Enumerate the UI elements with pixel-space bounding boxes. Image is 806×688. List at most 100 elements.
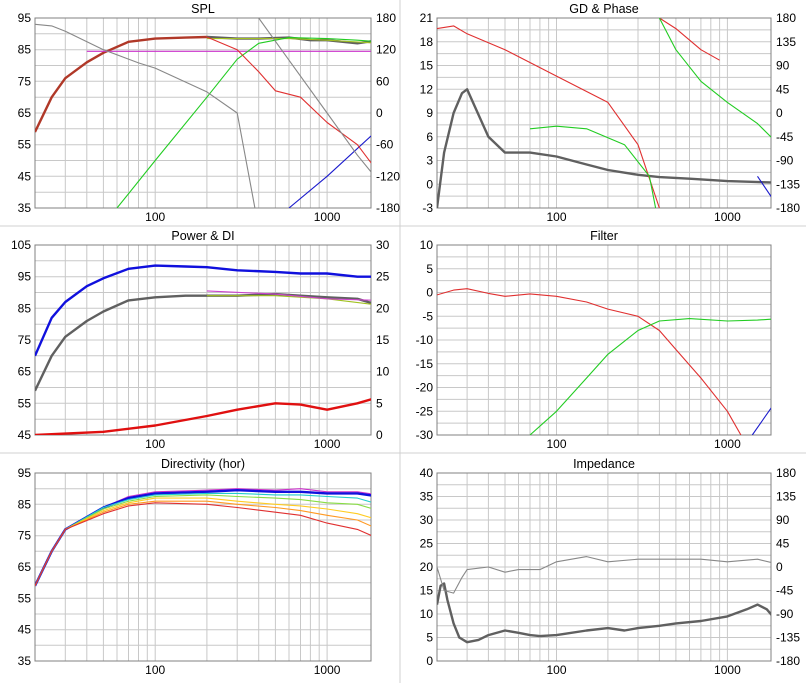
series-line-2 bbox=[35, 492, 371, 587]
y-tick-label-left: -25 bbox=[416, 404, 434, 418]
y-tick-label-left: -15 bbox=[416, 357, 434, 371]
series-line-0 bbox=[437, 288, 742, 435]
chart-power-di: Power & DI105958575655545302520151050100… bbox=[11, 229, 390, 451]
series-group bbox=[437, 288, 771, 435]
y-tick-label-right: -180 bbox=[776, 654, 800, 668]
series-line-1 bbox=[437, 25, 660, 208]
series-line-0 bbox=[35, 264, 371, 357]
series-line-6 bbox=[35, 502, 371, 587]
y-tick-label-right: 180 bbox=[776, 11, 796, 25]
y-tick-label-right: -180 bbox=[776, 201, 800, 215]
y-tick-label-left: 40 bbox=[420, 466, 434, 480]
y-tick-label-right: -180 bbox=[376, 201, 400, 215]
plot-frame bbox=[436, 244, 772, 436]
y-tick-label-left: 18 bbox=[420, 35, 434, 49]
series-line-5 bbox=[801, 18, 806, 129]
y-tick-label-left: 45 bbox=[18, 623, 32, 637]
plot-frame bbox=[34, 244, 372, 436]
x-tick-label: 1000 bbox=[714, 210, 741, 224]
series-group bbox=[437, 18, 806, 208]
y-tick-label-right: 180 bbox=[376, 11, 396, 25]
series-line-6 bbox=[206, 36, 371, 164]
y-tick-label-right: -45 bbox=[776, 584, 794, 598]
y-tick-label-left: 35 bbox=[420, 490, 434, 504]
y-tick-label-right: 10 bbox=[376, 365, 390, 379]
y-tick-label-left: 75 bbox=[18, 74, 32, 88]
chart-title: Directivity (hor) bbox=[161, 457, 245, 471]
y-tick-label-left: -3 bbox=[422, 201, 433, 215]
y-tick-label-right: -90 bbox=[776, 154, 794, 168]
x-tick-label: 1000 bbox=[314, 663, 341, 677]
x-tick-label: 1000 bbox=[314, 437, 341, 451]
y-tick-label-left: 65 bbox=[18, 106, 32, 120]
chart-title: Power & DI bbox=[171, 229, 234, 243]
y-tick-label-left: 21 bbox=[420, 11, 434, 25]
y-tick-label-left: 30 bbox=[420, 513, 434, 527]
y-tick-label-left: 95 bbox=[18, 270, 32, 284]
y-tick-label-left: 20 bbox=[420, 560, 434, 574]
plot-frame bbox=[436, 17, 772, 209]
y-tick-label-right: 90 bbox=[776, 513, 790, 527]
series-line-4 bbox=[288, 135, 371, 208]
y-tick-label-left: -10 bbox=[416, 333, 434, 347]
x-tick-label: 100 bbox=[145, 210, 165, 224]
y-tick-label-left: 85 bbox=[18, 497, 32, 511]
x-tick-label: 1000 bbox=[714, 663, 741, 677]
y-tick-label-right: 120 bbox=[376, 43, 396, 57]
y-tick-label-left: 0 bbox=[426, 654, 433, 668]
y-tick-label-left: 65 bbox=[18, 365, 32, 379]
series-line-0 bbox=[437, 88, 771, 208]
y-tick-label-right: -60 bbox=[376, 138, 394, 152]
chart-impedance: Impedance 40 35 30 25 20 15 10 5 0 180 135 90 45 0 -45 -… bbox=[420, 457, 801, 677]
y-tick-label-left: 35 bbox=[18, 654, 32, 668]
y-tick-label-left: -5 bbox=[422, 309, 433, 323]
y-tick-label-left: 0 bbox=[426, 286, 433, 300]
y-tick-label-left: 55 bbox=[18, 591, 32, 605]
y-tick-label-left: 3 bbox=[426, 154, 433, 168]
series-line-3 bbox=[206, 290, 371, 301]
y-tick-label-left: 45 bbox=[18, 169, 32, 183]
series-line-4 bbox=[35, 398, 371, 435]
y-tick-label-left: 85 bbox=[18, 43, 32, 57]
y-tick-label-left: -20 bbox=[416, 381, 434, 395]
y-tick-label-left: 9 bbox=[426, 106, 433, 120]
series-line-0 bbox=[35, 35, 207, 133]
chart-title: Filter bbox=[590, 229, 618, 243]
y-tick-label-right: -120 bbox=[376, 169, 400, 183]
y-tick-label-right: 135 bbox=[776, 35, 796, 49]
plot-frame bbox=[34, 472, 372, 662]
y-tick-label-left: 15 bbox=[420, 59, 434, 73]
series-line-7 bbox=[35, 23, 256, 208]
y-tick-label-left: 95 bbox=[18, 466, 32, 480]
x-tick-label: 100 bbox=[145, 437, 165, 451]
y-tick-label-left: 25 bbox=[420, 537, 434, 551]
y-tick-label-right: -135 bbox=[776, 177, 800, 191]
y-tick-label-right: 45 bbox=[776, 537, 790, 551]
y-tick-label-right: 30 bbox=[376, 238, 390, 252]
x-tick-label: 100 bbox=[546, 210, 566, 224]
y-tick-label-left: 65 bbox=[18, 560, 32, 574]
y-tick-label-left: 55 bbox=[18, 138, 32, 152]
y-tick-label-left: 35 bbox=[18, 201, 32, 215]
y-tick-label-left: 105 bbox=[11, 238, 31, 252]
y-tick-label-right: 15 bbox=[376, 333, 390, 347]
y-tick-label-left: 85 bbox=[18, 301, 32, 315]
y-tick-label-left: 15 bbox=[420, 584, 434, 598]
x-tick-label: 100 bbox=[145, 663, 165, 677]
y-tick-label-right: 0 bbox=[776, 560, 783, 574]
series-line-4 bbox=[35, 497, 371, 587]
x-tick-label: 100 bbox=[546, 663, 566, 677]
series-line-4 bbox=[658, 18, 771, 138]
chart-spl: SPL 95 85 75 65 55 45 35 180 120 60 0 -60 -120 -180 100… bbox=[18, 2, 401, 224]
x-tick-label: 1000 bbox=[314, 210, 341, 224]
series-group bbox=[437, 556, 771, 644]
y-tick-label-left: 5 bbox=[426, 262, 433, 276]
chart-directivity: Directivity (hor) 95 85 75 65 55 45 35 100 1000 bbox=[18, 457, 372, 677]
y-tick-label-right: 0 bbox=[776, 106, 783, 120]
series-group bbox=[35, 488, 371, 587]
x-tick-label: 100 bbox=[546, 437, 566, 451]
series-line-2 bbox=[206, 295, 371, 305]
series-line-1 bbox=[529, 318, 771, 435]
y-tick-label-right: 25 bbox=[376, 270, 390, 284]
